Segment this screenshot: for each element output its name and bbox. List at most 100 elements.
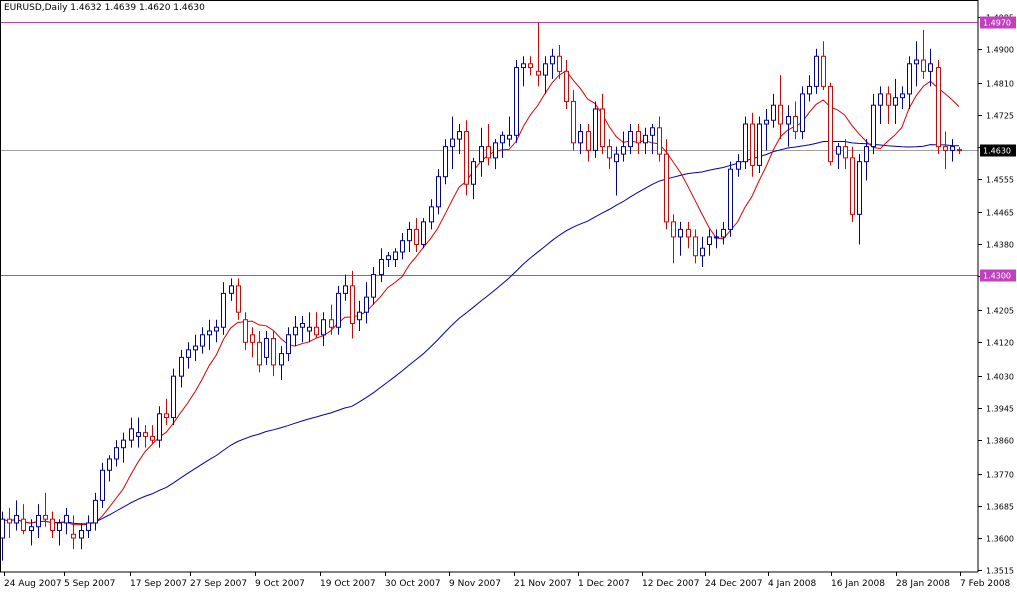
candle-body [786,115,791,125]
candle-body [193,345,198,351]
candle-body [100,469,105,501]
fast-ma-line [1,70,960,526]
candle-body [207,330,212,336]
candle-body [436,176,441,208]
candle-body [771,104,776,121]
candle-body [179,356,184,377]
level-label-box [980,144,1016,157]
candle-body [321,319,326,336]
candle-body [371,274,376,298]
x-tick-label: 4 Jan 2008 [768,579,816,589]
candle-body [693,236,698,257]
candle-body [171,375,176,419]
candle-body [528,63,533,69]
candle-body [600,108,605,148]
candle-body [286,334,291,355]
x-tick-label: 7 Feb 2008 [960,579,1011,589]
candle-body [293,326,298,336]
candle-body [121,439,126,449]
candle-body [736,161,741,170]
candle-body [0,518,5,539]
x-tick-label: 12 Dec 2007 [642,579,700,589]
candle-body [386,255,391,261]
candle-body [764,119,769,125]
candle-body [107,458,112,471]
y-tick-label: 1.4380 [986,241,1014,250]
candles [0,22,962,561]
candle-body [800,93,805,133]
candle-body [50,518,55,531]
candle-body [157,413,162,441]
x-tick-label: 9 Oct 2007 [255,579,305,589]
x-tick-label: 30 Oct 2007 [385,579,441,589]
level-label-text: 1.4970 [983,19,1011,28]
y-tick-label: 1.3685 [986,503,1014,512]
candle-body [14,514,19,524]
candle-body [607,146,612,159]
candle-body [300,322,305,328]
candle-body [471,161,476,185]
x-tick-label: 28 Jan 2008 [896,579,950,589]
candle-body [29,526,34,531]
candle-body [750,123,755,166]
candle-body [421,221,426,245]
level-label-box [980,16,1016,29]
candle-body [636,131,641,144]
candle-body [871,104,876,148]
candle-body [493,142,498,159]
candle-body [64,514,69,524]
x-tick-label: 27 Sep 2007 [190,579,247,589]
candle-body [850,157,855,215]
candle-body [271,338,276,366]
y-tick-label: 1.3515 [986,567,1014,576]
candle-body [614,153,619,163]
fast-moving-average [1,70,960,526]
candle-body [728,168,733,230]
x-tick-label: 17 Sep 2007 [130,579,187,589]
candle-body [950,146,955,151]
candle-body [864,146,869,163]
candle-body [379,259,384,276]
level-label-text: 1.4630 [983,147,1011,156]
level-label-box [980,269,1016,282]
candle-body [743,123,748,163]
candle-body [136,432,141,437]
candle-body [657,127,662,155]
candle-body [221,292,226,328]
candle-body [578,131,583,144]
candle-body [814,55,819,87]
candle-body [21,518,26,531]
candle-body [550,55,555,65]
candle-body [900,93,905,99]
x-tick-label: 5 Sep 2007 [64,579,115,589]
candle-body [621,146,626,155]
candle-body [936,67,941,148]
y-tick-label: 1.4120 [986,339,1014,348]
candle-body [628,131,633,148]
candle-body [479,146,484,163]
candle-body [443,146,448,178]
candle-body [714,236,719,239]
y-tick-label: 1.4555 [986,176,1014,185]
candle-body [464,131,469,185]
candle-body [414,228,419,245]
candle-body [857,161,862,215]
candle-body [593,108,598,151]
candle-body [229,285,234,294]
candle-body [279,353,284,366]
candle-body [943,146,948,151]
candle-body [893,97,898,106]
y-tick-label: 1.3945 [986,405,1014,414]
candle-body [429,206,434,223]
candle-body [843,146,848,159]
candle-body [143,432,148,437]
candle-body [486,146,491,159]
y-tick-label: 1.3860 [986,437,1014,446]
candle-body [93,499,98,524]
y-tick-label: 1.3770 [986,471,1014,480]
candle-body [236,285,241,313]
chart-title: EURUSD,Daily 1.4632 1.4639 1.4620 1.4630 [4,3,205,13]
candle-body [778,104,783,125]
